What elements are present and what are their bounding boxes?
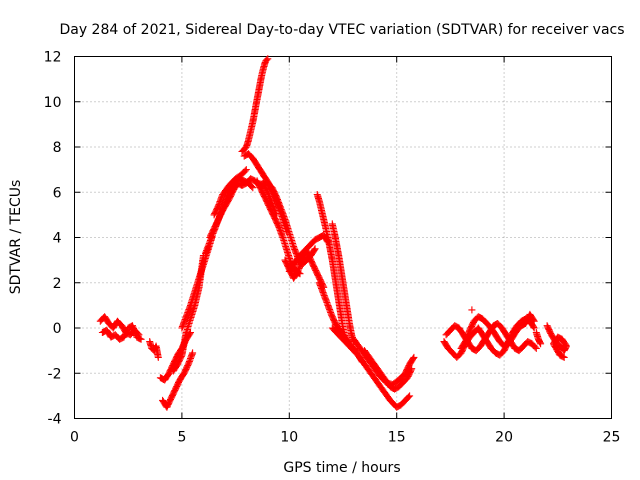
- data-point: [327, 308, 335, 316]
- data-point: [248, 183, 256, 191]
- x-tick-label: 10: [280, 430, 298, 446]
- y-axis-label: SDTVAR / TECUs: [8, 180, 24, 295]
- chart-title: Day 284 of 2021, Sidereal Day-to-day VTE…: [59, 22, 624, 38]
- data-point: [410, 353, 418, 361]
- y-tick-label: 4: [53, 231, 62, 247]
- data-point: [136, 335, 144, 343]
- x-tick-label: 15: [388, 430, 406, 446]
- data-point: [311, 245, 319, 253]
- y-tick-label: 8: [53, 140, 62, 156]
- data-point: [468, 306, 476, 314]
- data-point: [407, 366, 415, 374]
- data-point: [278, 208, 286, 216]
- data-point: [532, 344, 540, 352]
- data-point: [405, 393, 412, 401]
- data-point: [297, 259, 305, 267]
- data-point: [183, 311, 191, 319]
- data-point: [461, 338, 469, 346]
- data-markers: [96, 55, 570, 411]
- y-tick-label: -4: [48, 412, 62, 428]
- y-tick-label: 2: [53, 276, 62, 292]
- y-tick-label: 0: [53, 321, 62, 337]
- x-axis-label: GPS time / hours: [283, 460, 400, 476]
- y-tick-label: -2: [48, 366, 62, 382]
- data-point: [559, 353, 567, 361]
- data-point: [185, 357, 193, 365]
- data-point: [531, 343, 539, 351]
- data-point: [530, 316, 537, 324]
- data-point: [137, 335, 145, 343]
- data-point: [537, 340, 545, 348]
- y-tick-labels: -4 -2 0 2 4 6 8 10 12: [44, 50, 62, 428]
- x-tick-labels: 0 5 10 15 20 25: [70, 430, 620, 446]
- data-point: [408, 365, 416, 373]
- data-point: [310, 246, 318, 254]
- data-point: [189, 349, 197, 357]
- data-point: [154, 353, 162, 361]
- data-point: [264, 55, 272, 63]
- y-tick-label: 6: [53, 185, 62, 201]
- data-point: [263, 56, 271, 64]
- data-point: [409, 355, 417, 362]
- data-point: [249, 184, 257, 192]
- data-point: [278, 232, 286, 240]
- y-tick-label: 12: [44, 50, 62, 66]
- data-point: [241, 167, 249, 175]
- data-point: [406, 392, 414, 400]
- data-point: [204, 242, 212, 250]
- x-tick-label: 25: [603, 430, 621, 446]
- data-point: [319, 289, 327, 297]
- x-tick-label: 20: [495, 430, 513, 446]
- x-tick-label: 0: [70, 430, 79, 446]
- data-point: [530, 317, 538, 325]
- data-point: [242, 166, 250, 174]
- data-point: [530, 324, 538, 332]
- data-point: [530, 323, 537, 331]
- axis-ticks: [74, 56, 612, 419]
- y-tick-label: 10: [44, 95, 62, 111]
- data-point: [560, 353, 568, 361]
- x-tick-label: 5: [177, 430, 186, 446]
